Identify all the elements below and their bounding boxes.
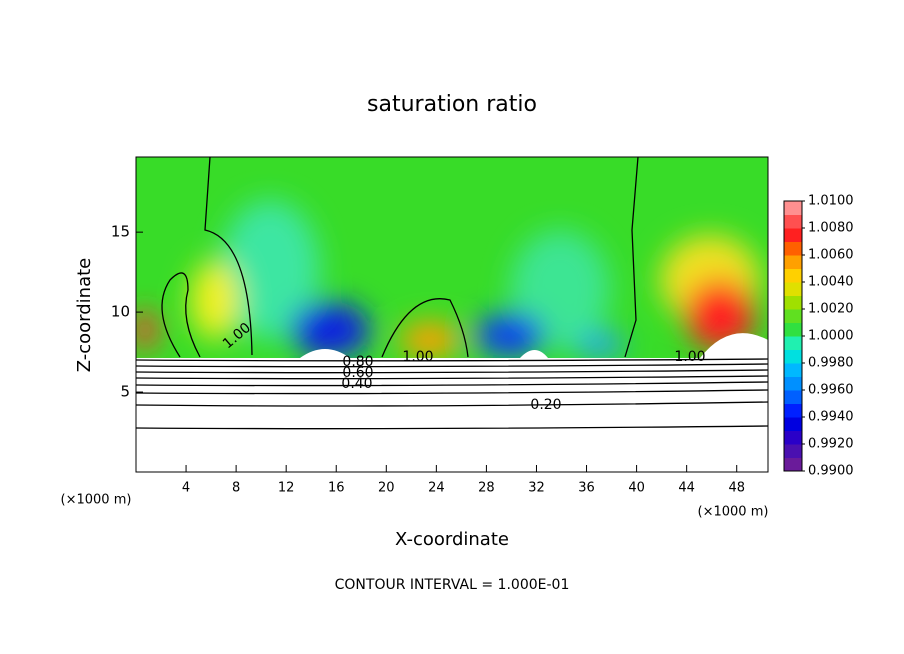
colorbar-swatch [784,282,802,296]
colorbar-label: 0.9940 [808,410,854,425]
y-tick-label: 10 [111,303,130,321]
x-tick-label: 44 [678,481,695,496]
colorbar-swatch [784,403,802,418]
colorbar-label: 1.0040 [808,275,854,290]
x-tick-label: 20 [378,481,395,496]
colorbar-swatch [784,241,802,256]
x-tick-label: 28 [478,481,495,496]
colorbar-swatch [784,336,802,350]
colorbar-swatch [784,309,802,323]
colorbar-label: 1.0100 [808,194,854,209]
plot-frame [135,156,769,473]
contour-label: 0.20 [530,397,561,413]
chart-title: saturation ratio [367,92,537,117]
colorbar-swatch [784,363,802,377]
contour-label: 0.40 [341,376,372,392]
x-axis-label: X-coordinate [395,529,509,550]
colorbar-swatch [784,228,802,242]
colorbar-swatch [784,214,802,229]
colorbar-swatch [784,444,802,458]
colorbar-swatch [784,255,802,269]
colorbar-label: 0.9920 [808,437,854,452]
x-unit-label: (×1000 m) [61,493,132,508]
field [136,157,768,472]
contour-label: 0.80 [342,354,373,370]
colorbar-swatch [784,322,802,337]
colorbar-label: 0.9900 [808,464,854,479]
note: CONTOUR INTERVAL = 1.000E-01 [335,577,570,593]
x-tick-label: 16 [328,481,345,496]
x-tick-label: 48 [728,481,745,496]
colorbar-swatch [784,376,802,391]
y-tick-label: 5 [120,383,130,401]
colorbar-label: 1.0080 [808,221,854,236]
colorbar-swatch [784,430,802,445]
x-tick-label: 8 [232,481,240,496]
colorbar-swatch [784,457,802,472]
x-tick-label: 12 [278,481,295,496]
x-tick-label: 40 [628,481,645,496]
colorbar-swatch [784,201,802,215]
colorbar-label: 1.0060 [808,248,854,263]
colorbar-label: 0.9980 [808,356,854,371]
contour-label: 1.00 [674,349,705,365]
colorbar-swatch [784,295,802,310]
colorbar-swatch [784,390,802,404]
x-tick-label: 24 [428,481,445,496]
x-tick-label: 36 [578,481,595,496]
colorbar-swatch [784,349,802,364]
y-axis-label: Z-coordinate [74,258,95,373]
x-tick-label: 32 [528,481,545,496]
colorbar-label: 1.0020 [808,302,854,317]
colorbar-label: 1.0000 [808,329,854,344]
x-tick-label: 4 [182,481,190,496]
colorbar-swatch [784,268,802,283]
contour-label: 0.60 [342,365,373,381]
colorbar-label: 0.9960 [808,383,854,398]
x-unit-label: (×1000 m) [698,505,769,520]
y-tick-label: 15 [111,223,130,241]
contour-label: 1.00 [402,349,433,365]
colorbar-swatch [784,417,802,431]
